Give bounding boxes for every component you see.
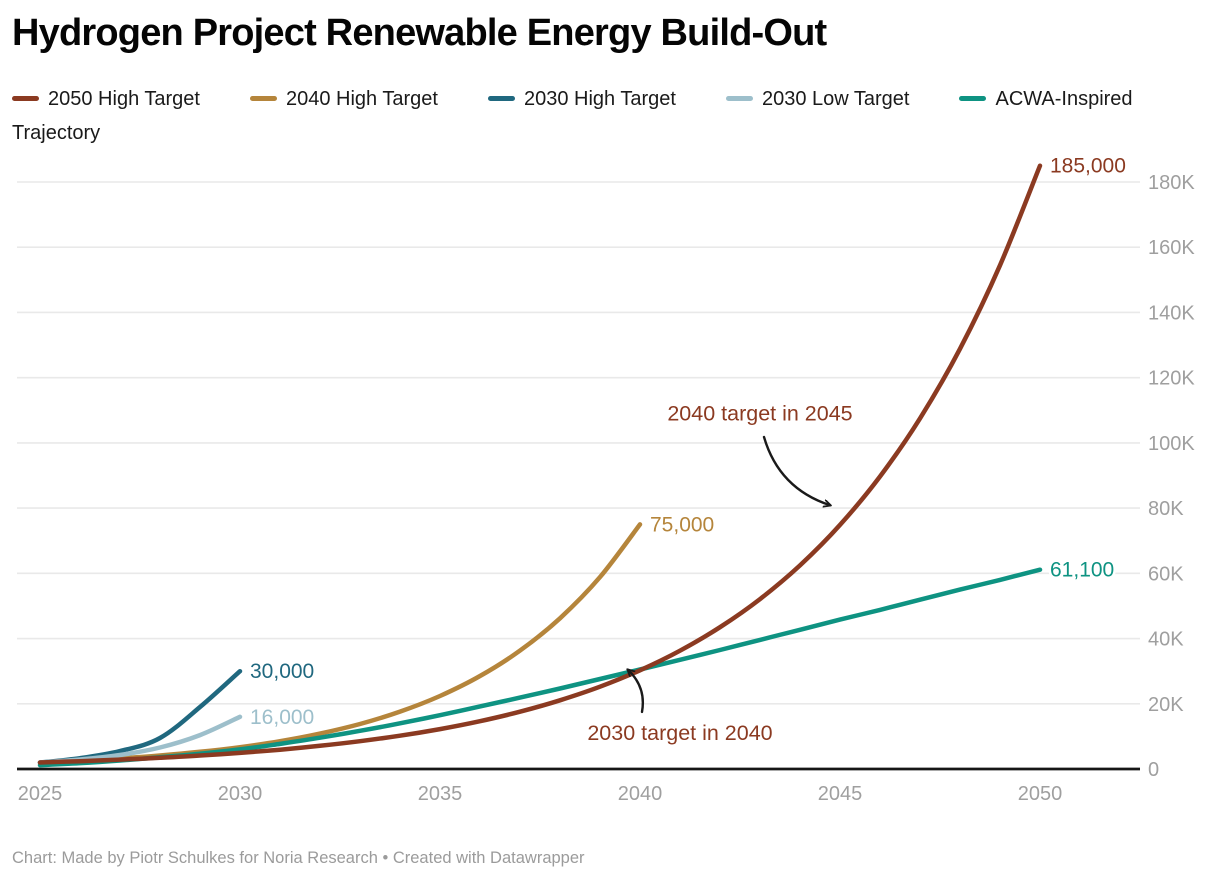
y-tick-label-140K: 140K [1148,302,1195,324]
y-tick-label-120K: 120K [1148,368,1195,390]
x-tick-label-2025: 2025 [18,783,63,805]
line-chart-plot: 0 20K 40K 60K 80K 100K 120K 140K 160K 180K 2025 203… [17,152,1195,805]
y-tick-label-40K: 40K [1148,629,1184,651]
y-tick-label-100K: 100K [1148,433,1195,455]
chart-footer: Chart: Made by Piotr Schulkes for Noria … [12,849,585,867]
legend-swatch-acwa-inspired-trajectory [959,96,987,102]
series-line-acwa-inspired-trajectory[interactable] [37,567,1043,768]
legend-label: High Target [92,88,200,110]
x-tick-label-2040: 2040 [618,783,663,805]
series-end-label-2030-high-target: 30,000 [250,660,314,683]
y-tick-label-20K: 20K [1148,694,1184,716]
series-line-2040-high-target[interactable] [37,522,643,765]
x-tick-label-2050: 2050 [1018,783,1063,805]
series-end-label-2050-high-target: 185,000 [1050,155,1126,178]
legend-swatch-2050-high-target [12,96,39,102]
chart-title: Hydrogen Project Renewable Energy Build-… [12,12,827,54]
legend-item-acwa-inspired-trajectory[interactable]: ACWA-Inspired Trajectory [12,88,1133,144]
series-end-label-2030-low-target: 16,000 [250,706,314,729]
chart-legend: 2050 High Target 2040 High Target 2030 Hig… [12,82,1162,150]
y-tick-label-80K: 80K [1148,498,1184,520]
legend-label: High Target [568,88,676,110]
legend-label: High Target [330,88,438,110]
y-tick-label-0: 0 [1148,759,1159,781]
y-tick-label-160K: 160K [1148,237,1195,259]
legend-item-2030-high-target[interactable]: 2030 High Target [487,88,676,110]
x-tick-label-2035: 2035 [418,783,463,805]
legend-label: Trajectory [12,122,101,144]
legend-swatch-2040-high-target [249,96,277,102]
annotation-arrow-1 [762,435,830,505]
y-tick-label-180K: 180K [1148,172,1195,194]
x-tick-label-2045: 2045 [818,783,863,805]
series-end-label-acwa-inspired-trajectory: 61,100 [1050,559,1114,582]
legend-label: Low Target [806,88,910,110]
legend-item-2050-high-target[interactable]: 2050 High Target [12,88,200,110]
annotation-text-1: 2040 target in 2045 [667,402,852,426]
series-end-label-2040-high-target: 75,000 [650,513,714,536]
annotation-arrow-2 [628,670,644,714]
legend-item-2040-high-target[interactable]: 2040 High Target [249,88,438,110]
y-tick-label-60K: 60K [1148,563,1184,585]
series-line-2050-high-target[interactable] [37,163,1043,765]
legend-item-2030-low-target[interactable]: 2030 Low Target [725,88,910,110]
x-tick-label-2030: 2030 [218,783,263,805]
legend-swatch-2030-low-target [725,96,753,102]
legend-swatch-2030-high-target [487,96,515,102]
annotation-text-2: 2030 target in 2040 [587,721,772,745]
